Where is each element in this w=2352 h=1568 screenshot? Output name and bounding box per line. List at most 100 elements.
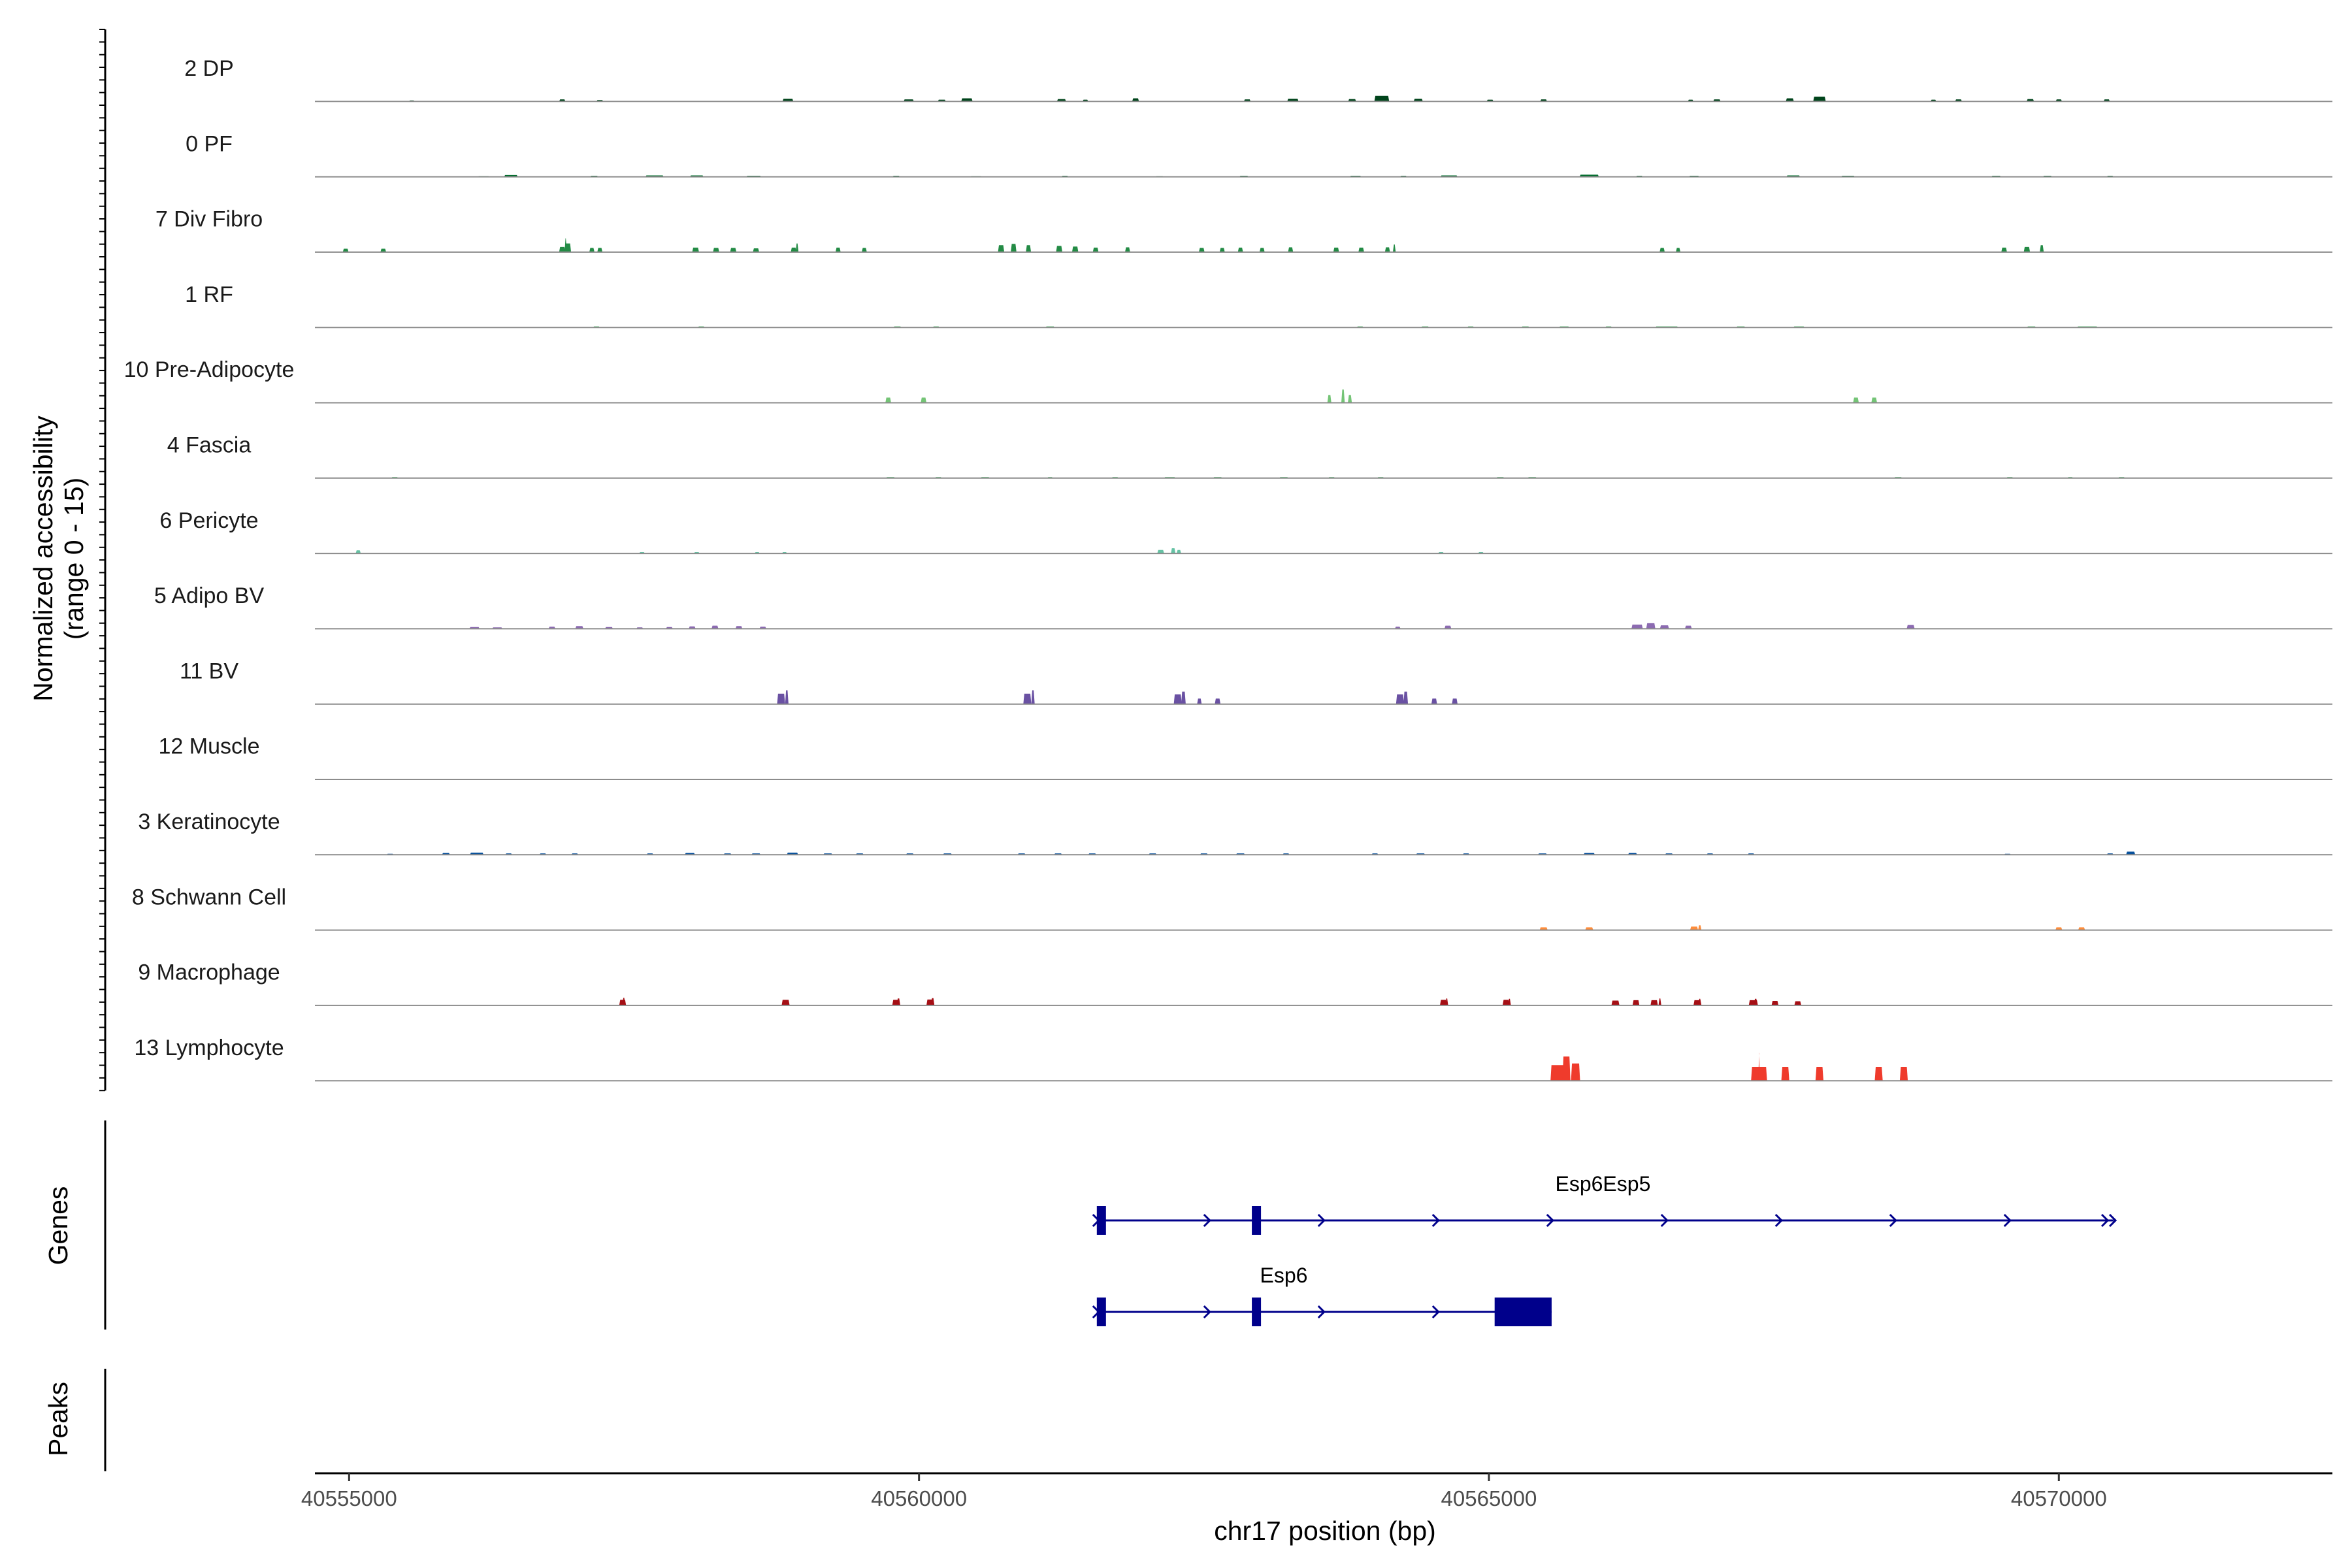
coverage-peak [1698, 925, 1702, 930]
track-14: 13 Lymphocyte [134, 1036, 2332, 1082]
coverage-peak [1176, 549, 1181, 554]
strand-chevron [2003, 1213, 2012, 1228]
coverage-peak [559, 246, 566, 252]
coverage-peak [1632, 1000, 1640, 1005]
coverage-peak [1786, 98, 1794, 102]
coverage-peak [1794, 1001, 1801, 1005]
track-label: 7 Div Fibro [155, 207, 263, 232]
track-label: 8 Schwann Cell [132, 885, 286, 909]
strand-chevron [1431, 1305, 1440, 1319]
strand-chevron [2100, 1213, 2110, 1228]
coverage-peak [1287, 99, 1299, 102]
strand-chevron [1546, 1213, 1554, 1228]
coverage-peak [1011, 244, 1017, 252]
coverage-peak [2055, 927, 2063, 930]
coverage-peak [781, 1000, 790, 1005]
coverage-peak [380, 248, 386, 252]
track-label: 9 Macrophage [138, 960, 280, 985]
gene-esp6esp5: Esp6Esp5 [1092, 1172, 2117, 1235]
coverage-peak [730, 248, 737, 252]
coverage-peak [713, 248, 719, 252]
coverage-peak [1092, 248, 1099, 252]
coverage-peak [835, 248, 841, 252]
track-13: 9 Macrophage [138, 960, 2332, 1006]
x-tick-label: 40570000 [2011, 1486, 2107, 1511]
coverage-peak [1358, 248, 1364, 252]
track-4: 1 RF [185, 282, 2332, 329]
coverage-peak [1132, 98, 1139, 102]
coverage-peak [1173, 694, 1182, 704]
coverage-peak [1219, 248, 1225, 252]
coverage-peak [1384, 247, 1390, 252]
y-axis-title-line2: (range 0 - 15) [59, 478, 89, 640]
coverage-peak [1396, 694, 1404, 704]
strand-chevron [1317, 1305, 1326, 1319]
coverage-peak [1125, 247, 1130, 252]
coverage-peak [1658, 998, 1661, 1005]
coverage-peak [1215, 698, 1221, 704]
coverage-peak [1171, 548, 1176, 554]
exon [1252, 1206, 1262, 1235]
track-5: 10 Pre-Adipocyte [124, 357, 2332, 404]
coverage-peak [1444, 625, 1452, 629]
track-6: 4 Fascia [167, 433, 2332, 479]
coverage-peak [1403, 691, 1409, 704]
track-label: 6 Pericyte [159, 508, 258, 533]
coverage-peak [795, 243, 799, 252]
coverage-peak [753, 248, 759, 252]
coverage-peak [1431, 698, 1437, 704]
coverage-peak [1676, 248, 1681, 252]
coverage-peak [1348, 395, 1352, 403]
strand-chevron [1660, 1213, 1669, 1228]
gene-label: Esp6Esp5 [1555, 1172, 1650, 1196]
coverage-peak [1646, 623, 1656, 629]
track-label: 13 Lymphocyte [134, 1036, 284, 1060]
y-axis-title-line1: Normalized accessibility [28, 416, 58, 702]
gene-label: Esp6 [1260, 1264, 1307, 1287]
coverage-peak [1056, 246, 1062, 252]
coverage-peak [1333, 248, 1339, 252]
track-label: 10 Pre-Adipocyte [124, 357, 295, 382]
track-3: 7 Div Fibro [155, 207, 2332, 253]
strand-chevron [1203, 1213, 1211, 1228]
track-label: 4 Fascia [167, 433, 252, 458]
strand-chevron [1317, 1213, 1326, 1228]
coverage-peak [1611, 1000, 1620, 1005]
coverage-tracks: 2 DP 0 PF 7 Div Fibro 1 RF 10 Pre-Adipocyte 4… [124, 56, 2332, 1082]
coverage-peak [1440, 1000, 1447, 1005]
coverage-peak [1237, 248, 1243, 252]
strand-chevron [1203, 1305, 1211, 1319]
strand-chevron [1774, 1213, 1783, 1228]
coverage-peak [1659, 625, 1669, 629]
coverage-peak [692, 248, 699, 252]
track-8: 5 Adipo BV [154, 583, 2332, 630]
coverage-peak [1413, 99, 1423, 102]
track-label: 3 Keratinocyte [138, 809, 280, 834]
coverage-peak [622, 998, 625, 1005]
coverage-peak [2023, 246, 2031, 252]
track-10: 12 Muscle [159, 734, 2332, 780]
track-1: 2 DP [184, 56, 2332, 103]
coverage-peak [1906, 625, 1915, 629]
coverage-peak [1452, 698, 1458, 704]
coverage-peak [711, 625, 719, 629]
coverage-peak [1899, 1067, 1908, 1081]
coverage-peak [1550, 1065, 1565, 1081]
coverage-peak [961, 98, 973, 102]
coverage-peak [791, 248, 797, 252]
gene-esp6: Esp6 [1092, 1264, 1552, 1326]
track-label: 5 Adipo BV [154, 583, 265, 608]
track-label: 12 Muscle [159, 734, 260, 759]
coverage-peak [2126, 851, 2136, 855]
coverage-peak [1288, 247, 1294, 252]
genes-panel-title: Genes [43, 1186, 73, 1266]
coverage-peak [862, 248, 867, 252]
coverage-peak [1757, 1067, 1767, 1081]
coverage-peak [896, 998, 900, 1005]
strand-chevron [2108, 1213, 2117, 1228]
coverage-peak [777, 693, 785, 704]
coverage-peak [1571, 1063, 1580, 1081]
track-label: 1 RF [185, 282, 233, 307]
exon [1494, 1298, 1552, 1326]
